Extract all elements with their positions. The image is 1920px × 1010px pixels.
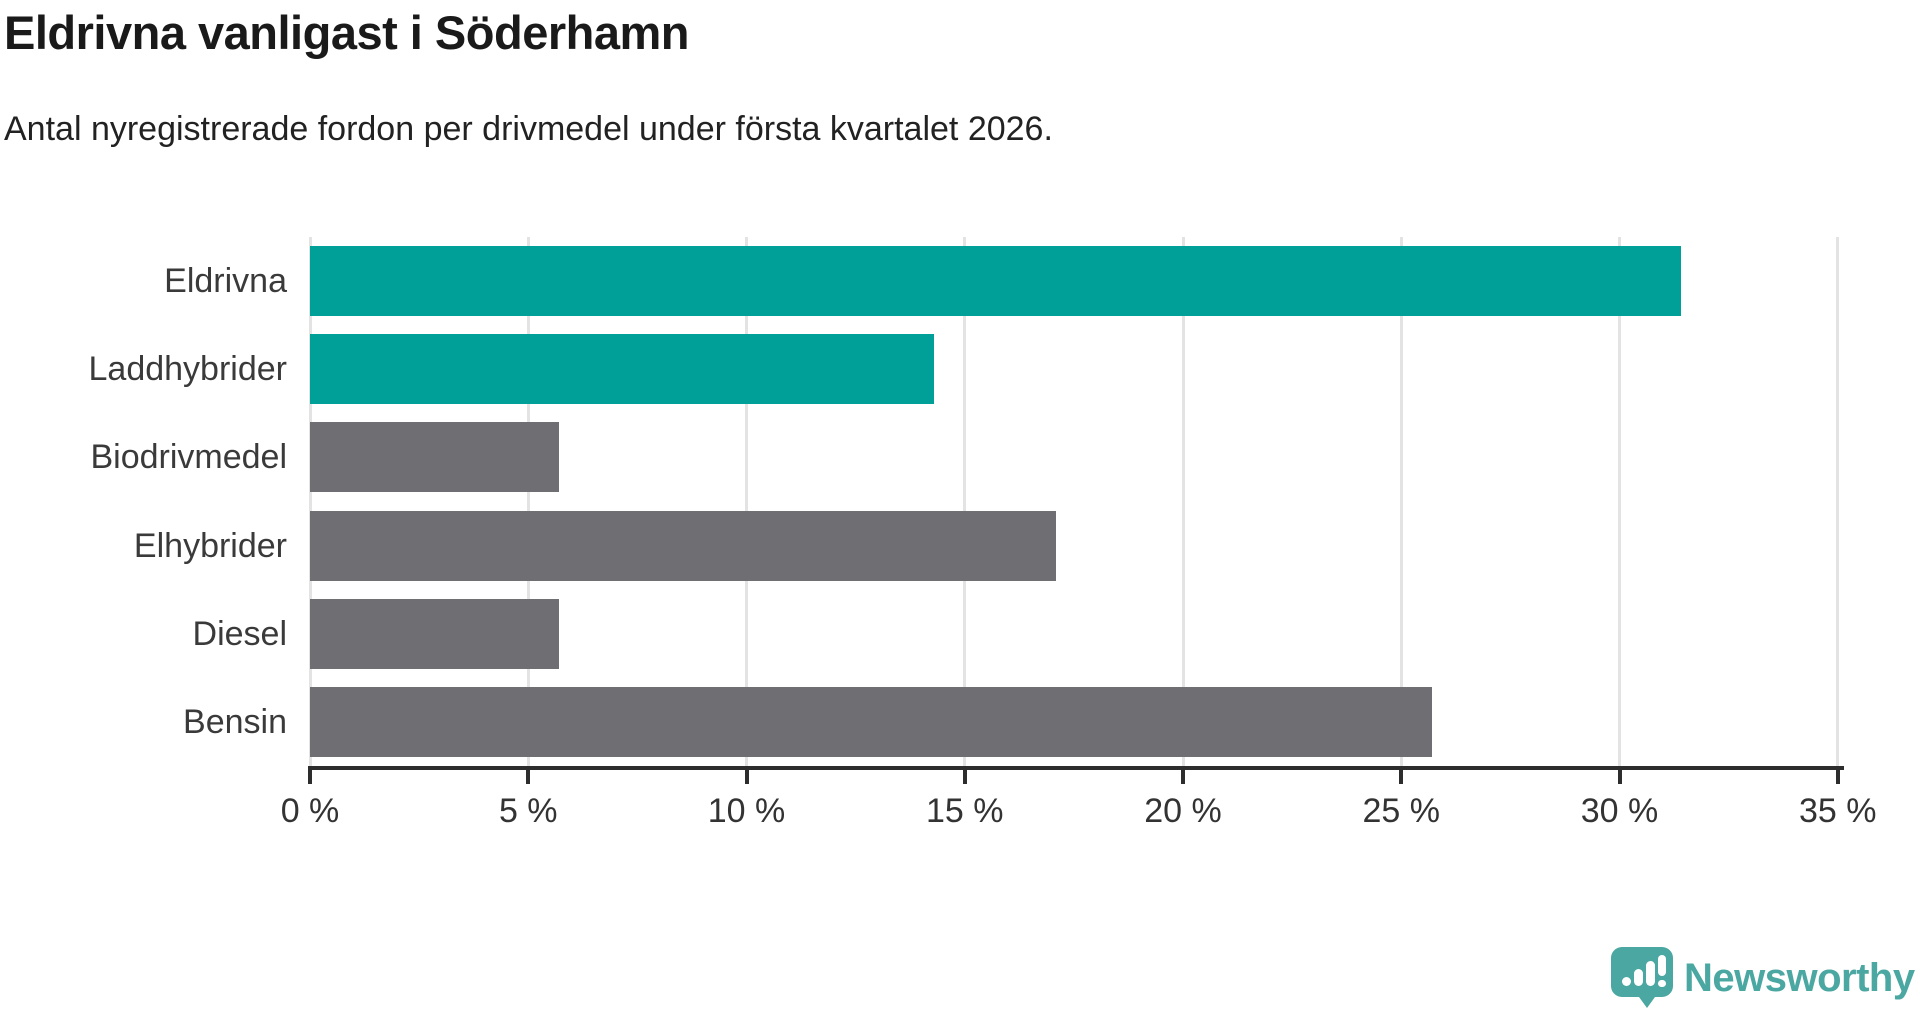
- category-label-bensin: Bensin: [183, 702, 287, 741]
- x-axis-tick-label-30: 30 %: [1580, 792, 1659, 830]
- x-axis-tick-0: [308, 766, 312, 784]
- bar-laddhybrider: [310, 334, 935, 405]
- category-label-diesel: Diesel: [192, 614, 287, 653]
- gridline-20-pct: [1181, 237, 1185, 766]
- x-axis-tick-30: [1617, 766, 1622, 784]
- gridline-10-pct: [745, 237, 748, 766]
- category-label-eldrivna: Eldrivna: [164, 262, 287, 301]
- category-label-laddhybrider: Laddhybrider: [88, 350, 287, 389]
- x-axis-tick-20: [1181, 766, 1185, 784]
- gridline-25-pct: [1399, 237, 1403, 766]
- x-axis-tick-15: [962, 766, 967, 784]
- gridline-15-pct: [963, 237, 967, 766]
- bar-bensin: [310, 686, 1432, 757]
- x-axis-tick-label-0: 0 %: [280, 792, 340, 830]
- x-axis-tick-label-35: 35 %: [1799, 792, 1877, 830]
- gridline-35-pct: [1836, 237, 1840, 766]
- bar-biodrivmedel: [310, 422, 559, 493]
- newsworthy-logo-icon: [1611, 947, 1673, 1008]
- category-label-elhybrider: Elhybrider: [133, 526, 287, 565]
- x-axis-line: [308, 766, 1844, 770]
- x-axis-tick-label-5: 5 %: [498, 792, 558, 830]
- chart-title: Eldrivna vanligast i Söderhamn: [4, 6, 689, 59]
- x-axis-tick-25: [1399, 766, 1404, 784]
- bar-eldrivna: [310, 246, 1681, 317]
- bar-elhybrider: [310, 510, 1057, 581]
- x-axis-tick-5: [526, 766, 531, 784]
- x-axis-tick-label-20: 20 %: [1144, 792, 1222, 830]
- brand-logo: Newsworthy: [1610, 946, 1915, 1010]
- x-axis-tick-label-10: 10 %: [707, 792, 786, 830]
- chart-subtitle: Antal nyregistrerade fordon per drivmede…: [4, 110, 1053, 148]
- gridline-30-pct: [1618, 237, 1621, 766]
- x-axis-tick-10: [744, 766, 749, 784]
- gridline-0-pct: [308, 237, 312, 766]
- brand-name: Newsworthy: [1684, 955, 1915, 1000]
- bar-diesel: [310, 598, 559, 669]
- category-label-biodrivmedel: Biodrivmedel: [90, 438, 287, 477]
- x-axis-tick-label-15: 15 %: [926, 792, 1004, 830]
- x-axis-tick-35: [1835, 766, 1840, 784]
- x-axis-tick-label-25: 25 %: [1362, 792, 1441, 830]
- gridline-5-pct: [526, 237, 530, 766]
